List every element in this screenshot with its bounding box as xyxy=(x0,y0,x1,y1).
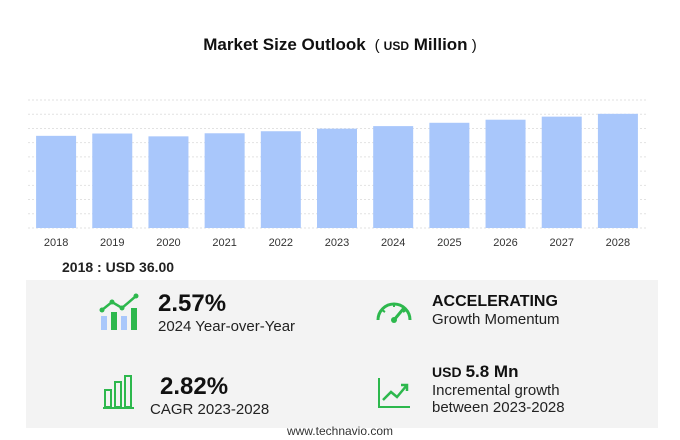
bar-2024 xyxy=(373,126,414,228)
cagr-metric: 2.82% CAGR 2023-2028 xyxy=(150,373,269,418)
chart-title: Market Size Outlook (USD Million ) xyxy=(203,35,477,54)
yoy-label: 2024 Year-over-Year xyxy=(158,318,296,335)
bar-chart-icon xyxy=(103,375,134,409)
x-tick-label: 2021 xyxy=(212,237,236,249)
bar-2026 xyxy=(485,119,526,228)
bar-2028 xyxy=(597,113,638,228)
title-main: Market Size Outlook xyxy=(203,35,366,54)
bar-2027 xyxy=(541,116,582,228)
momentum-metric: ACCELERATING Growth Momentum xyxy=(432,293,560,328)
incremental-label-line2: between 2023-2028 xyxy=(432,399,565,416)
cagr-label: CAGR 2023-2028 xyxy=(150,401,270,418)
incremental-label-line1: Incremental growth xyxy=(432,382,560,399)
x-tick-label: 2024 xyxy=(381,237,405,249)
cagr-value: 2.82% xyxy=(160,373,229,400)
base-year-label: 2018 : USD 36.00 xyxy=(62,259,175,275)
x-tick-label: 2018 xyxy=(44,237,68,249)
bar-2022 xyxy=(260,131,301,228)
x-tick-label: 2025 xyxy=(437,237,461,249)
yoy-value: 2.57% xyxy=(158,290,227,317)
incremental-currency: USD xyxy=(432,364,462,380)
bar-2023 xyxy=(317,128,357,228)
yoy-metric: 2.57% 2024 Year-over-Year xyxy=(158,290,295,335)
title-unit-word: Million xyxy=(413,35,468,54)
x-tick-label: 2022 xyxy=(269,237,293,249)
bar-2019 xyxy=(92,133,133,228)
x-tick-label: 2019 xyxy=(100,237,124,249)
x-tick-label: 2027 xyxy=(549,237,573,249)
x-tick-label: 2026 xyxy=(493,237,517,249)
bar-2021 xyxy=(204,133,245,228)
line-trend-icon xyxy=(378,378,410,408)
bar-chart: 2018 2019 2020 2021 2022 2023 2024 2025 2026 2027… xyxy=(28,99,646,249)
bar-2020 xyxy=(148,136,189,228)
momentum-label: Growth Momentum xyxy=(432,311,560,328)
bar-2025 xyxy=(429,122,470,228)
x-tick-label: 2020 xyxy=(156,237,180,249)
footer-url: www.technavio.com xyxy=(286,424,394,438)
speedometer-icon xyxy=(376,302,412,323)
x-tick-label: 2028 xyxy=(606,237,630,249)
incremental-value: 5.8 Mn xyxy=(465,362,519,381)
bar-2018 xyxy=(36,135,77,228)
x-tick-label: 2023 xyxy=(325,237,349,249)
incremental-metric: USD 5.8 Mn Incremental growth between 202… xyxy=(432,362,565,416)
momentum-value: ACCELERATING xyxy=(432,293,558,310)
growth-chart-icon xyxy=(99,293,139,330)
title-unit: USD xyxy=(383,39,409,53)
